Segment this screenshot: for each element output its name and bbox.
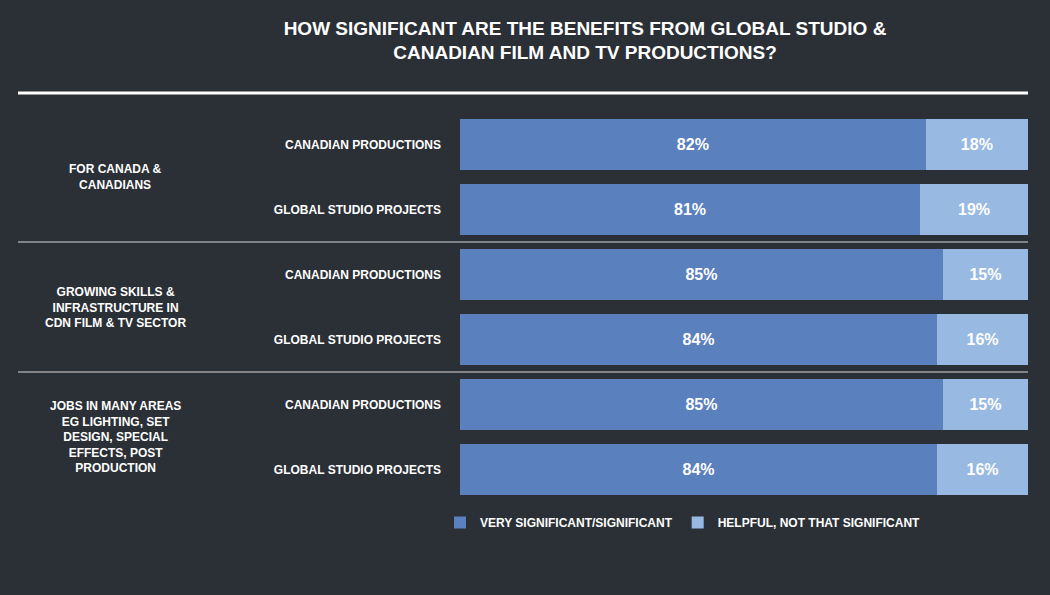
svg-text:CANADIAN PRODUCTIONS: CANADIAN PRODUCTIONS (285, 268, 441, 282)
svg-text:GLOBAL STUDIO PROJECTS: GLOBAL STUDIO PROJECTS (274, 203, 441, 217)
svg-text:GROWING SKILLS &INFRASTRUCTURE: GROWING SKILLS &INFRASTRUCTURE INCDN FIL… (45, 285, 186, 330)
svg-text:HOW SIGNIFICANT ARE THE BENEFI: HOW SIGNIFICANT ARE THE BENEFITS FROM GL… (284, 18, 887, 64)
svg-text:CANADIAN PRODUCTIONS: CANADIAN PRODUCTIONS (285, 138, 441, 152)
svg-text:19%: 19% (958, 201, 990, 218)
svg-text:81%: 81% (674, 201, 706, 218)
svg-text:JOBS IN MANY AREASEG LIGHTING,: JOBS IN MANY AREASEG LIGHTING, SETDESIGN… (50, 399, 181, 475)
svg-text:85%: 85% (685, 266, 717, 283)
svg-text:18%: 18% (961, 136, 993, 153)
svg-text:16%: 16% (967, 461, 999, 478)
svg-text:84%: 84% (683, 461, 715, 478)
svg-text:HELPFUL, NOT THAT SIGNIFICANT: HELPFUL, NOT THAT SIGNIFICANT (718, 516, 920, 530)
svg-text:GLOBAL STUDIO PROJECTS: GLOBAL STUDIO PROJECTS (274, 333, 441, 347)
svg-text:GLOBAL STUDIO PROJECTS: GLOBAL STUDIO PROJECTS (274, 463, 441, 477)
svg-text:84%: 84% (683, 331, 715, 348)
svg-text:FOR CANADA &CANADIANS: FOR CANADA &CANADIANS (69, 162, 162, 192)
svg-text:CANADIAN PRODUCTIONS: CANADIAN PRODUCTIONS (285, 398, 441, 412)
svg-text:15%: 15% (969, 266, 1001, 283)
svg-text:15%: 15% (969, 396, 1001, 413)
svg-text:85%: 85% (685, 396, 717, 413)
svg-text:16%: 16% (967, 331, 999, 348)
svg-text:VERY SIGNIFICANT/SIGNIFICANT: VERY SIGNIFICANT/SIGNIFICANT (480, 516, 673, 530)
svg-text:82%: 82% (677, 136, 709, 153)
